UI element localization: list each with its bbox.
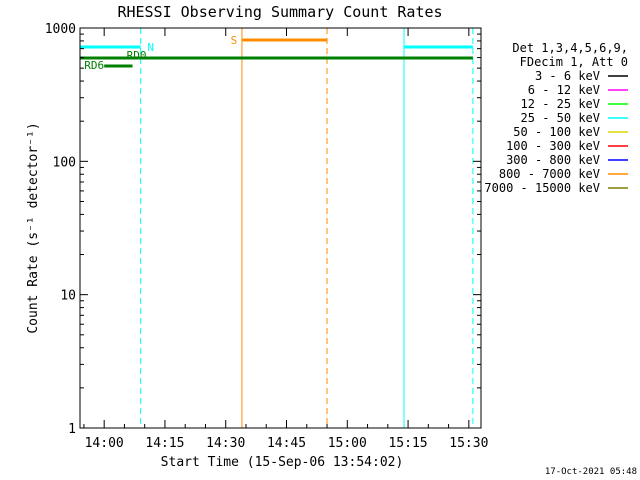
legend-label-0: 3 - 6 keV — [535, 69, 600, 83]
legend-label-5: 100 - 300 keV — [506, 139, 600, 153]
axes: 14:00 14:15 14:30 14:45 15:00 15:15 15:30 1 10 10… — [45, 22, 489, 451]
y-axis-label: Count Rate (s⁻¹ detector⁻¹) — [26, 122, 41, 333]
legend: Det 1,3,4,5,6,9, FDecim 1, Att 0 3 - 6 k… — [484, 41, 628, 195]
legend-label-2: 12 - 25 keV — [521, 97, 600, 111]
plot-frame — [79, 27, 482, 429]
legend-header-line-1: Det 1,3,4,5,6,9, — [512, 41, 628, 55]
legend-label-3: 25 - 50 keV — [521, 111, 600, 125]
legend-label-8: 7000 - 15000 keV — [484, 181, 600, 195]
x-tick-label-5: 15:15 — [388, 436, 427, 451]
status-label-s: S — [231, 34, 238, 47]
legend-header-line-2: FDecim 1, Att 0 — [520, 55, 628, 69]
status-bars: N S RD0 RD6 — [80, 34, 473, 72]
status-label-rd0: RD0 — [127, 49, 147, 62]
x-tick-label-0: 14:00 — [85, 436, 124, 451]
y-tick-label-2: 100 — [53, 155, 76, 170]
legend-label-7: 800 - 7000 keV — [499, 167, 600, 181]
x-tick-label-4: 15:00 — [328, 436, 367, 451]
y-tick-label-1: 10 — [60, 289, 76, 304]
x-axis-label: Start Time (15-Sep-06 13:54:02) — [161, 455, 404, 470]
x-tick-label-6: 15:30 — [449, 436, 488, 451]
footer-date: 17-Oct-2021 05:48 — [545, 467, 637, 477]
y-tick-label-0: 1 — [68, 422, 76, 437]
legend-label-6: 300 - 800 keV — [506, 153, 600, 167]
x-tick-label-3: 14:45 — [267, 436, 306, 451]
y-tick-label-3: 1000 — [45, 22, 76, 37]
x-tick-label-2: 14:30 — [206, 436, 245, 451]
status-label-rd6: RD6 — [84, 59, 104, 72]
legend-label-4: 50 - 100 keV — [513, 125, 600, 139]
status-label-n: N — [147, 41, 154, 54]
chart-title: RHESSI Observing Summary Count Rates — [117, 3, 442, 21]
x-tick-label-1: 14:15 — [145, 436, 184, 451]
legend-label-1: 6 - 12 keV — [528, 83, 600, 97]
